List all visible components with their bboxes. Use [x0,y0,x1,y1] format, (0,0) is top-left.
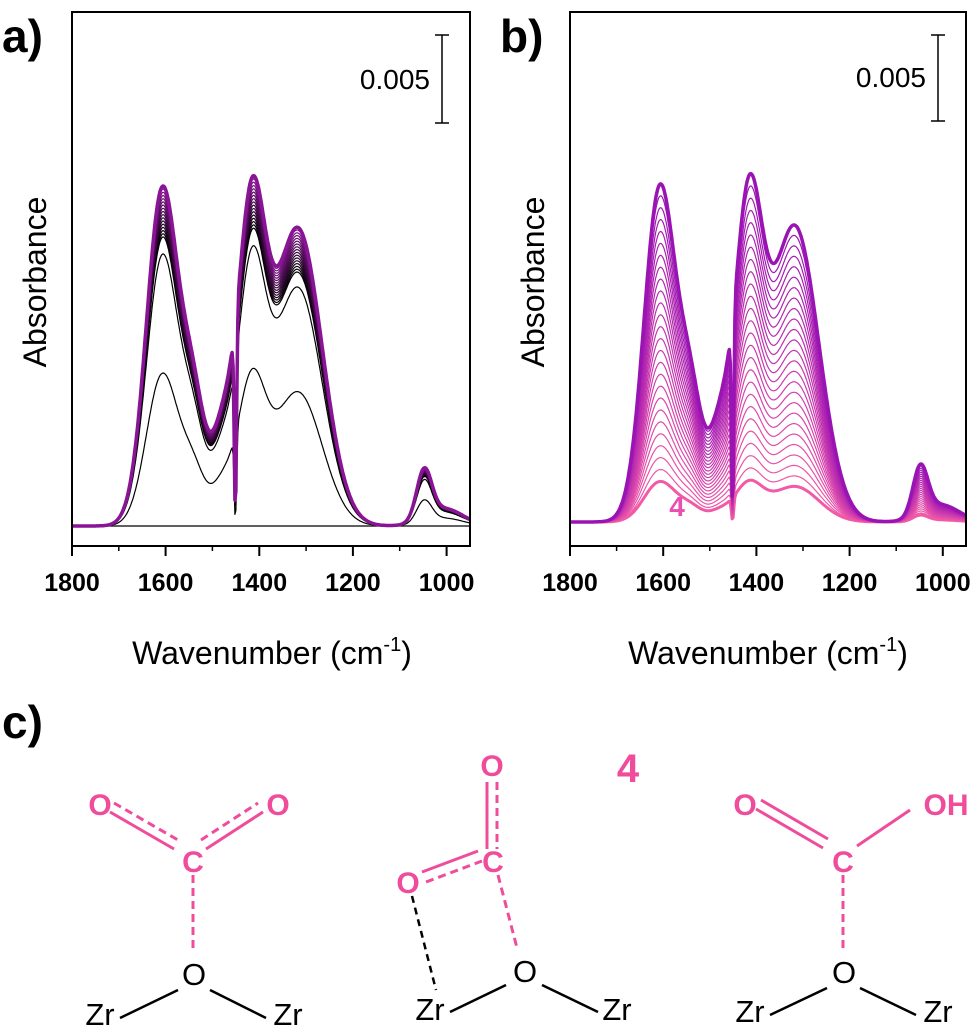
panel-b-letter: b) [500,10,543,62]
panel-a-scale-bar-label: 0.005 [360,64,430,95]
structure-3: O OH C O Zr Zr [733,789,968,1029]
panel-a-x-axis: 1800 1600 1400 1200 1000 [44,546,474,597]
panel-a-tick-label: 1600 [138,569,194,597]
structure-3-pink-bonds [755,798,911,950]
spectrum-trace [569,171,967,524]
panel-b-scale-bar: 0.005 [856,34,945,122]
panel-a-frame [71,11,471,547]
structure-1-pink-bonds [109,801,264,950]
atom-s2-zr-left: Zr [415,992,444,1027]
atom-s3-o-bridge: O [832,955,856,990]
panel-a-traces [71,173,471,528]
panel-b-x-axis: 1800 1600 1400 1200 1000 [542,546,971,597]
atom-s2-o-left: O [396,867,419,900]
bond-s1-o-zr-right [209,988,267,1020]
panel-a-tick-label: 1400 [231,569,287,597]
panel-b: b) Absorbance 4 0.005 1800 1600 1400 120… [500,10,971,671]
atom-s1-c: C [182,846,204,879]
panel-c-letter: c) [2,696,43,748]
atom-s2-o-bridge: O [513,954,537,989]
structure-2-pink-bonds [421,782,519,949]
panel-a-tick-label: 1200 [325,569,381,597]
atom-s1-zr-left: Zr [85,997,114,1029]
bond-s2-c-o-left-dashed [425,859,483,884]
panel-a-letter: a) [2,10,43,62]
atom-s3-oh: OH [924,789,969,822]
panel-a-xlabel-main: Wavenumber (cm [132,635,383,671]
atom-s3-zr-left: Zr [735,994,764,1029]
panel-c: c) 4 O O C O Zr Zr [2,696,969,1029]
bond-s2-c-o-left [421,849,479,874]
structure-1: O O C O Zr Zr [85,789,302,1029]
atom-s3-c: C [832,846,854,879]
structure-1-surface-bonds [119,988,267,1020]
panel-b-frame [569,11,967,547]
bond-s1-o-zr-left [119,988,179,1020]
panel-b-xlabel-superscript: -1 [879,634,897,656]
structure-3-surface-bonds [769,986,917,1017]
bond-s1-c-o-right [205,810,264,851]
panel-a-tick-label: 1000 [419,569,475,597]
bond-s2-o-zr-right [541,983,599,1014]
bond-s1-c-o-right-dashed [200,801,259,842]
panel-a: a) Absorbance 0.005 1800 1600 1400 1200 … [2,10,474,671]
panel-a-ylabel: Absorbance [17,197,53,368]
bond-s3-o-left-c [755,807,824,850]
panel-b-tick-label: 1200 [822,569,878,597]
bond-s1-o-left-c [109,810,175,851]
bond-s2-c-o [496,874,519,949]
structure-2-surface-bonds [410,895,599,1014]
panel-b-ylabel: Absorbance [515,197,551,368]
panel-a-xlabel-close: ) [401,635,412,671]
atom-s1-zr-right: Zr [273,997,302,1029]
panel-a-xlabel: Wavenumber (cm-1) [132,634,412,671]
panel-b-tick-label: 1000 [915,569,971,597]
panel-b-xlabel-close: ) [897,635,908,671]
panel-a-scale-bar: 0.005 [360,34,449,124]
bond-s2-o-left-zr [410,895,438,991]
panel-b-tick-label: 1800 [542,569,598,597]
panel-b-scale-bar-label: 0.005 [856,62,926,93]
atom-s1-o-bridge: O [182,957,206,992]
panel-b-tick-label: 1400 [729,569,785,597]
panel-b-tick-label: 1600 [635,569,691,597]
atom-s2-o-top: O [480,750,503,783]
panel-a-tick-label: 1800 [44,569,100,597]
panel-b-traces [569,171,967,524]
bond-s3-o-left-c-double [760,798,829,841]
panel-b-xlabel: Wavenumber (cm-1) [628,634,908,671]
bond-s2-o-zr-left [449,983,507,1014]
atom-s3-zr-right: Zr [923,994,952,1029]
atom-s1-o-left: O [88,789,111,822]
bond-s3-c-oh [856,808,911,848]
spectrum-trace [72,367,471,527]
panel-a-xlabel-superscript: -1 [383,634,401,656]
bond-s3-o-zr-right [859,986,917,1017]
structure-2: O C O O Zr Zr [396,750,631,1027]
structure-label: 4 [617,747,640,791]
atom-s2-c: C [482,846,504,879]
panel-b-xlabel-main: Wavenumber (cm [628,635,879,671]
atom-s1-o-right: O [266,789,289,822]
panel-b-trace-label: 4 [669,491,685,522]
atom-s2-zr-right: Zr [602,992,631,1027]
spectrum-trace [71,173,471,528]
atom-s3-o-left: O [733,789,756,822]
bond-s3-o-zr-left [769,986,828,1017]
